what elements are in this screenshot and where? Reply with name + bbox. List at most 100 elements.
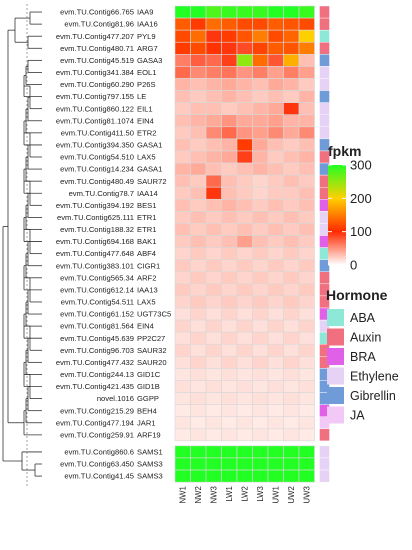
- heatmap-cell: [298, 29, 315, 43]
- heatmap-cell: [267, 428, 284, 442]
- heatmap-cell: [205, 331, 222, 345]
- heatmap-cell: [174, 126, 191, 140]
- heatmap-cell: [205, 66, 222, 79]
- heatmap-cell: [236, 457, 253, 471]
- heatmap-cell: [252, 428, 269, 442]
- heatmap-cell: [252, 78, 269, 91]
- heatmap-cell: [205, 114, 222, 128]
- heatmap-cell: [298, 54, 315, 67]
- row-id-label: evm.TU.Contig394.350: [56, 141, 134, 150]
- row-gene-label: SAUR20: [137, 358, 167, 367]
- heatmap-cell: [267, 392, 284, 405]
- heatmap-cell: [298, 259, 315, 273]
- heatmap-cell: [236, 29, 253, 43]
- row-id-label: evm.TU.Contig860.122: [56, 104, 134, 113]
- heatmap-cell: [205, 186, 222, 200]
- heatmap-cell: [252, 380, 269, 393]
- row-gene-label: ARF2: [137, 273, 156, 282]
- heatmap-cell: [221, 331, 238, 345]
- heatmap-cell: [174, 78, 191, 91]
- heatmap-cell: [283, 138, 300, 152]
- heatmap-cell: [298, 186, 315, 200]
- heatmap-cell: [252, 29, 269, 43]
- row-gene-label: PP2C27: [137, 334, 165, 343]
- heatmap-cell: [236, 223, 253, 236]
- row-gene-label: P26S: [137, 80, 156, 89]
- heatmap-cell: [236, 211, 253, 224]
- heatmap-cell: [252, 138, 269, 152]
- hormone-cell: [319, 114, 330, 128]
- heatmap-cell: [174, 162, 191, 176]
- heatmap-cell: [190, 90, 207, 103]
- heatmap-cell: [252, 17, 269, 31]
- heatmap-cell: [267, 259, 284, 273]
- heatmap-cell: [298, 428, 315, 442]
- heatmap-cell: [252, 416, 269, 430]
- heatmap-cell: [205, 416, 222, 430]
- heatmap-cell: [174, 356, 191, 369]
- heatmap-cell: [236, 66, 253, 79]
- heatmap-cell: [252, 356, 269, 369]
- column-label: LW1: [225, 486, 234, 501]
- heatmap-cell: [174, 114, 191, 128]
- heatmap-cell: [205, 138, 222, 152]
- heatmap-cell: [174, 283, 191, 297]
- heatmap-cell: [174, 102, 191, 116]
- heatmap-cell: [205, 356, 222, 369]
- row-gene-label: ARG7: [137, 44, 158, 53]
- hormone-cell: [319, 445, 330, 459]
- row-id-label: evm.TU.Contig14.234: [60, 165, 134, 174]
- heatmap-cell: [205, 126, 222, 140]
- fpkm-tick-label: 300: [350, 158, 372, 173]
- heatmap-cell: [283, 307, 300, 321]
- heatmap-cell: [236, 102, 253, 116]
- heatmap-cell: [236, 186, 253, 200]
- column-label: NW2: [194, 486, 203, 503]
- heatmap-cell: [174, 150, 191, 164]
- heatmap-cell: [283, 126, 300, 140]
- hormone-cell: [319, 469, 330, 483]
- heatmap-cell: [236, 295, 253, 309]
- heatmap-cell: [252, 283, 269, 297]
- heatmap-cell: [267, 416, 284, 430]
- heatmap-cell: [267, 17, 284, 31]
- heatmap-cell: [267, 126, 284, 140]
- row-id-label: evm.TU.Contig63.450: [60, 460, 134, 469]
- fpkm-tick-label: 200: [350, 191, 372, 206]
- heatmap-cell: [190, 368, 207, 381]
- heatmap-cell: [190, 392, 207, 405]
- heatmap-cell: [190, 380, 207, 393]
- hormone-legend-swatch: [327, 406, 344, 424]
- heatmap-cell: [205, 404, 222, 418]
- heatmap-cell: [267, 174, 284, 188]
- heatmap-cell: [298, 150, 315, 164]
- heatmap-cell: [298, 114, 315, 128]
- heatmap-cell: [190, 247, 207, 260]
- row-dendrogram: [2, 4, 42, 487]
- hormone-cell: [319, 102, 330, 115]
- row-gene-label: ABF4: [137, 249, 156, 258]
- heatmap-cell: [283, 29, 300, 43]
- heatmap-cell: [205, 29, 222, 43]
- heatmap-cell: [267, 235, 284, 248]
- heatmap-cell: [298, 271, 315, 285]
- heatmap-cell: [252, 295, 269, 309]
- heatmap-cell: [174, 457, 191, 471]
- heatmap-cell: [252, 186, 269, 200]
- heatmap-cell: [221, 186, 238, 200]
- hormone-cell: [319, 457, 330, 471]
- heatmap-cell: [221, 174, 238, 188]
- heatmap-cell: [283, 283, 300, 297]
- heatmap-cell: [267, 90, 284, 103]
- row-gene-label: BEH4: [137, 406, 157, 415]
- heatmap-cell: [236, 162, 253, 176]
- hormone-cell: [319, 271, 330, 285]
- heatmap-cell: [283, 404, 300, 418]
- heatmap-cell: [252, 174, 269, 188]
- heatmap-cell: [174, 247, 191, 260]
- hormone-cell: [319, 126, 330, 140]
- heatmap-cell: [236, 235, 253, 248]
- heatmap-cell: [190, 186, 207, 200]
- heatmap-cell: [298, 307, 315, 321]
- hormone-cell: [319, 29, 330, 43]
